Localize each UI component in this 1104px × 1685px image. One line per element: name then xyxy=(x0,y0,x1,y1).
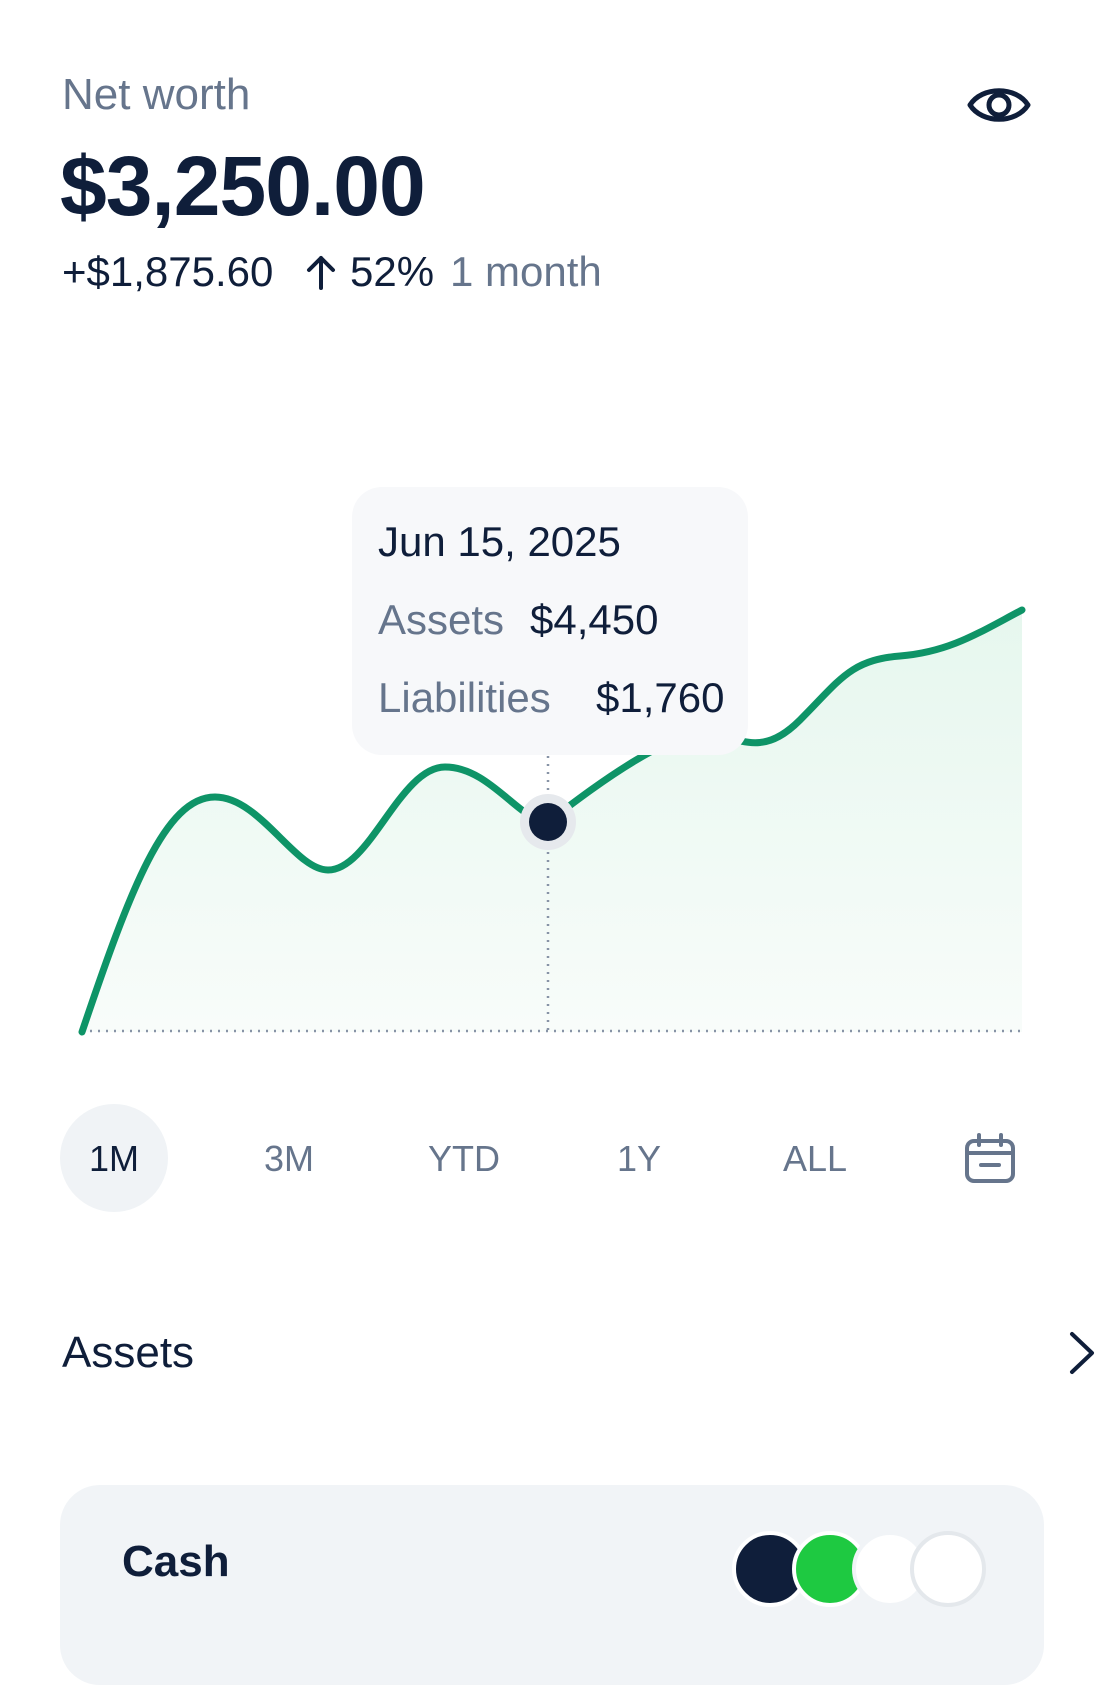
range-tab[interactable]: ALL xyxy=(782,1138,848,1179)
net-worth-amount: $3,250.00 xyxy=(60,139,426,233)
change-amount: +$1,875.60 xyxy=(62,248,274,295)
range-tab[interactable]: YTD xyxy=(428,1138,500,1179)
visibility-toggle[interactable] xyxy=(966,78,1032,132)
card-title: Cash xyxy=(122,1537,230,1586)
chevron-right[interactable] xyxy=(1066,1330,1098,1376)
range-tab[interactable]: 1M xyxy=(88,1138,139,1179)
tooltip-liabilities-label: Liabilities xyxy=(378,674,551,721)
up-arrow-icon xyxy=(307,256,335,290)
cash-card[interactable]: Cash xyxy=(60,1485,1044,1685)
tooltip-assets-label: Assets xyxy=(378,596,505,643)
change-percent: 52% xyxy=(350,248,435,295)
range-tab[interactable]: 3M xyxy=(263,1138,314,1179)
account-icons xyxy=(732,1531,986,1607)
assets-heading[interactable]: Assets xyxy=(62,1328,195,1377)
tooltip-liabilities-value: $1,760 xyxy=(596,674,725,721)
title: Net worth xyxy=(62,70,251,119)
tooltip-date: Jun 15, 2025 xyxy=(378,518,621,565)
tooltip xyxy=(352,487,748,755)
range-tab[interactable]: 1Y xyxy=(616,1138,662,1179)
tab-selected-bg xyxy=(60,1104,168,1212)
calendar-button[interactable] xyxy=(963,1133,1017,1185)
change-period: 1 month xyxy=(450,248,602,295)
screen: {"header": {"title": "Net worth", "amoun… xyxy=(60,70,1098,1685)
tooltip-assets-value: $4,450 xyxy=(530,596,659,643)
chart-cursor xyxy=(520,794,576,850)
